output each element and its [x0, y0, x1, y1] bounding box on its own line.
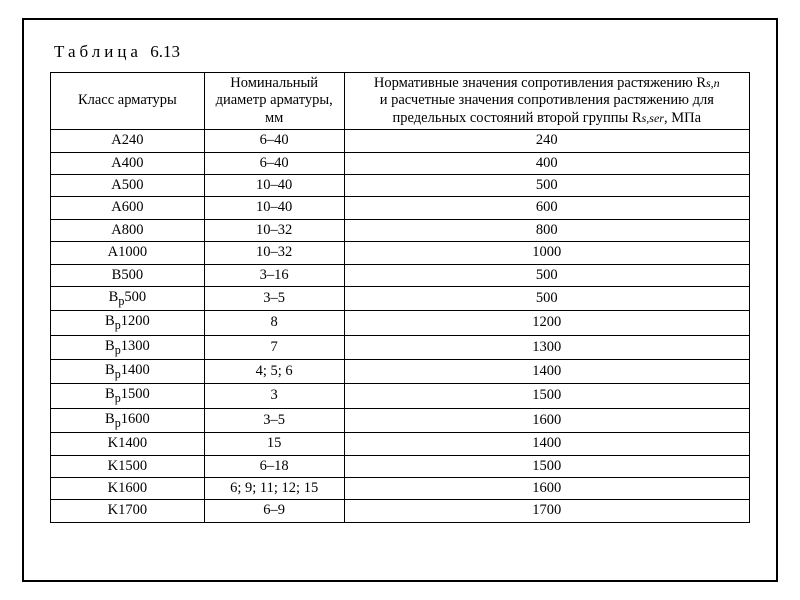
table-header-row: Класс арматуры Номинальный диаметр армат…: [51, 73, 750, 130]
table-row: A80010–32800: [51, 219, 750, 241]
cell-diameter: 10–40: [204, 197, 344, 219]
cell-class: Bp1400: [51, 360, 205, 384]
cell-class: A240: [51, 130, 205, 152]
cell-resistance: 500: [344, 286, 749, 310]
cell-diameter: 10–40: [204, 174, 344, 196]
cell-class: B500: [51, 264, 205, 286]
cell-diameter: 6–18: [204, 455, 344, 477]
cell-class: K1400: [51, 433, 205, 455]
cell-diameter: 15: [204, 433, 344, 455]
cell-class: Bp1300: [51, 335, 205, 359]
table-row: Bp150031500: [51, 384, 750, 408]
cell-resistance: 1700: [344, 500, 749, 522]
cell-class: Bp1200: [51, 311, 205, 335]
cell-diameter: 6–40: [204, 152, 344, 174]
cell-resistance: 1500: [344, 384, 749, 408]
table-row: K1400151400: [51, 433, 750, 455]
cell-diameter: 6–40: [204, 130, 344, 152]
col-header-resistance: Нормативные значения сопротивления растя…: [344, 73, 749, 130]
cell-class: Bp1600: [51, 408, 205, 432]
cell-class: A800: [51, 219, 205, 241]
cell-diameter: 3–16: [204, 264, 344, 286]
col-header-diameter: Номинальный диаметр арматуры, мм: [204, 73, 344, 130]
cell-class: A400: [51, 152, 205, 174]
cell-class: K1700: [51, 500, 205, 522]
cell-diameter: 6; 9; 11; 12; 15: [204, 477, 344, 499]
cell-resistance: 400: [344, 152, 749, 174]
table-row: Bp120081200: [51, 311, 750, 335]
table-row: K15006–181500: [51, 455, 750, 477]
cell-resistance: 500: [344, 174, 749, 196]
cell-diameter: 3: [204, 384, 344, 408]
cell-class: Bp1500: [51, 384, 205, 408]
table-row: Bp16003–51600: [51, 408, 750, 432]
cell-diameter: 4; 5; 6: [204, 360, 344, 384]
cell-resistance: 1400: [344, 433, 749, 455]
cell-resistance: 1200: [344, 311, 749, 335]
cell-diameter: 6–9: [204, 500, 344, 522]
cell-class: K1500: [51, 455, 205, 477]
cell-resistance: 600: [344, 197, 749, 219]
table-row: A2406–40240: [51, 130, 750, 152]
table-row: B5003–16500: [51, 264, 750, 286]
cell-resistance: 500: [344, 264, 749, 286]
table-body: A2406–40240A4006–40400A50010–40500A60010…: [51, 130, 750, 523]
table-caption: Таблица 6.13: [54, 42, 750, 62]
table-row: A4006–40400: [51, 152, 750, 174]
table-row: A60010–40600: [51, 197, 750, 219]
reinforcement-table: Класс арматуры Номинальный диаметр армат…: [50, 72, 750, 523]
table-row: A50010–40500: [51, 174, 750, 196]
table-row: K17006–91700: [51, 500, 750, 522]
cell-resistance: 1500: [344, 455, 749, 477]
table-row: Bp5003–5500: [51, 286, 750, 310]
cell-resistance: 1000: [344, 242, 749, 264]
cell-diameter: 3–5: [204, 286, 344, 310]
cell-diameter: 7: [204, 335, 344, 359]
cell-diameter: 10–32: [204, 242, 344, 264]
cell-class: A1000: [51, 242, 205, 264]
cell-resistance: 1600: [344, 408, 749, 432]
table-row: Bp130071300: [51, 335, 750, 359]
caption-word: Таблица: [54, 42, 142, 61]
cell-class: K1600: [51, 477, 205, 499]
table-row: K16006; 9; 11; 12; 151600: [51, 477, 750, 499]
cell-diameter: 8: [204, 311, 344, 335]
cell-resistance: 240: [344, 130, 749, 152]
table-row: Bp14004; 5; 61400: [51, 360, 750, 384]
caption-number: 6.13: [150, 42, 180, 61]
cell-class: A500: [51, 174, 205, 196]
col-header-class: Класс арматуры: [51, 73, 205, 130]
cell-resistance: 1600: [344, 477, 749, 499]
cell-class: A600: [51, 197, 205, 219]
table-row: A100010–321000: [51, 242, 750, 264]
cell-resistance: 800: [344, 219, 749, 241]
cell-resistance: 1300: [344, 335, 749, 359]
cell-diameter: 3–5: [204, 408, 344, 432]
cell-diameter: 10–32: [204, 219, 344, 241]
cell-class: Bp500: [51, 286, 205, 310]
cell-resistance: 1400: [344, 360, 749, 384]
